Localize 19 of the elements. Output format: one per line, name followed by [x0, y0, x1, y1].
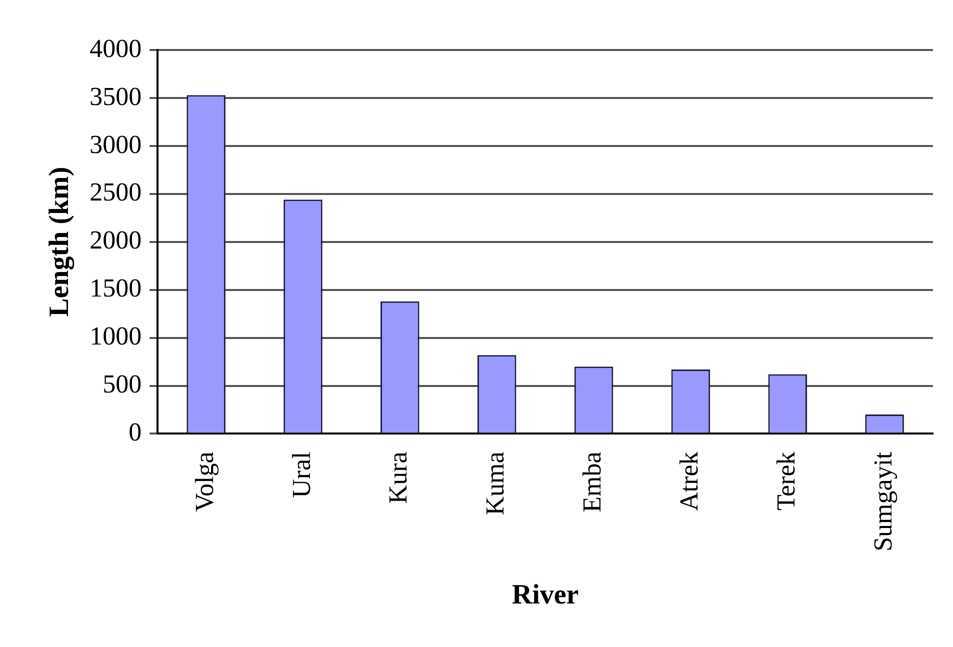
y-axis-title: Length (km): [44, 166, 76, 317]
x-tick-label: Sumgayit: [868, 450, 898, 552]
x-tick-label: Volga: [190, 451, 219, 512]
x-tick-label: Terek: [771, 452, 800, 511]
y-tick-label: 2500: [90, 178, 142, 207]
y-tick-label: 3500: [90, 82, 142, 111]
x-tick-label: Kura: [384, 451, 413, 504]
y-tick-label: 500: [102, 370, 142, 399]
y-tick-label: 1000: [90, 322, 142, 351]
x-axis-title: River: [512, 579, 579, 610]
x-tick-label: Kuma: [480, 451, 510, 516]
y-tick-label: 1500: [90, 274, 142, 303]
y-tick-label: 4000: [90, 34, 142, 63]
y-tick-label: 2000: [90, 226, 142, 255]
x-tick-label: Emba: [578, 451, 607, 512]
y-tick-label: 0: [128, 418, 142, 447]
y-tick-label: 3000: [90, 130, 142, 159]
x-tick-label: Atrek: [674, 452, 704, 511]
x-tick-label: Ural: [286, 452, 316, 498]
